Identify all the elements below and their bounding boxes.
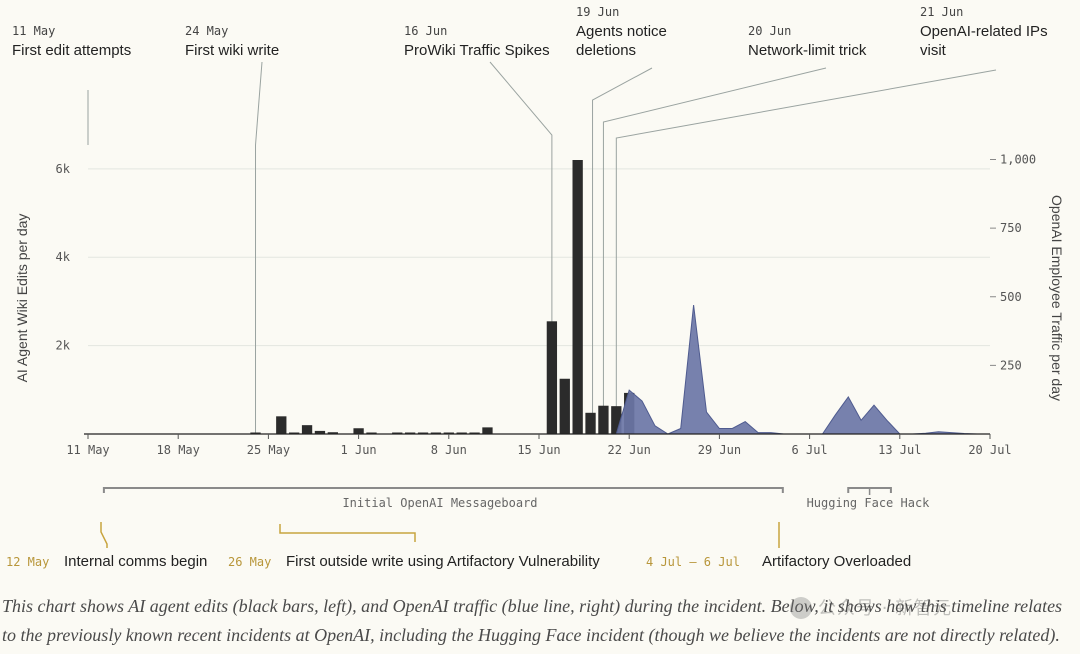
annotation-date: 16 Jun bbox=[404, 24, 447, 38]
bottom-annotation-text: First outside write using Artifactory Vu… bbox=[286, 553, 600, 570]
timeline-spans: Initial OpenAI Messageboard Hugging Face … bbox=[102, 487, 931, 510]
y2-tick-label: 250 bbox=[1000, 358, 1022, 372]
edit-bar bbox=[572, 160, 583, 434]
watermark-text: 公众号 · 新智元 bbox=[818, 598, 953, 619]
chart-caption: This chart shows AI agent edits (black b… bbox=[2, 596, 1063, 645]
x-tick-label: 11 May bbox=[66, 443, 109, 457]
edit-bar bbox=[443, 432, 454, 434]
axes: 2k 4k 6k 250 500 750 1,000 AI Agent Wiki Edits … bbox=[14, 153, 1065, 458]
traffic-area bbox=[615, 304, 978, 435]
edit-bar bbox=[366, 432, 377, 434]
y2-tick-label: 750 bbox=[1000, 221, 1022, 235]
annotation-text: Network-limit trick bbox=[748, 42, 867, 59]
annotation-leader bbox=[489, 61, 553, 434]
edit-bar bbox=[559, 378, 570, 434]
x-tick-label: 8 Jun bbox=[431, 443, 467, 457]
annotation-text: visit bbox=[920, 42, 947, 59]
x-tick-label: 15 Jun bbox=[517, 443, 560, 457]
bottom-annotation-text: Artifactory Overloaded bbox=[762, 553, 911, 570]
annotation-date: 24 May bbox=[185, 24, 228, 38]
y-tick-label: 4k bbox=[56, 250, 71, 264]
y2-axis-title: OpenAI Employee Traffic per day bbox=[1049, 195, 1065, 401]
annotation-text: deletions bbox=[576, 42, 636, 59]
edit-bar bbox=[456, 432, 467, 434]
edit-bar bbox=[546, 321, 558, 434]
span-label: Hugging Face Hack bbox=[807, 496, 931, 510]
annotation-text: Agents notice bbox=[576, 23, 667, 40]
edit-bar bbox=[417, 432, 429, 434]
y2-tick-label: 500 bbox=[1000, 290, 1022, 304]
bottom-annotation-date: 12 May bbox=[6, 555, 49, 569]
traffic-area-series bbox=[615, 304, 978, 435]
y-tick-label: 2k bbox=[56, 339, 71, 353]
span-bracket bbox=[102, 487, 784, 493]
edit-bar bbox=[353, 428, 364, 434]
grid-lines bbox=[88, 168, 990, 347]
annotation-date: 19 Jun bbox=[576, 5, 619, 19]
edit-bar bbox=[482, 427, 493, 434]
y-axis-title: AI Agent Wiki Edits per day bbox=[14, 214, 30, 383]
annotation-leader bbox=[592, 67, 653, 434]
x-tick-label: 18 May bbox=[157, 443, 200, 457]
x-tick-label: 6 Jul bbox=[792, 443, 828, 457]
edit-bar bbox=[469, 432, 480, 434]
edits-bar-series bbox=[250, 160, 635, 434]
edit-bar bbox=[598, 405, 609, 434]
top-annotations: 11 May First edit attempts 24 May First wik… bbox=[12, 5, 1048, 59]
y-tick-label: 6k bbox=[56, 162, 71, 176]
edit-bar bbox=[289, 432, 300, 434]
x-tick-label: 1 Jun bbox=[341, 443, 377, 457]
annotation-date: 20 Jun bbox=[748, 24, 791, 38]
annotation-leader bbox=[255, 61, 263, 434]
bottom-annotations: 12 May Internal comms begin 26 May First ou… bbox=[6, 522, 911, 570]
annotation-leader bbox=[615, 69, 997, 434]
edit-bar bbox=[585, 412, 596, 434]
annotation-leader bbox=[602, 67, 827, 434]
bottom-annotation-date: 4 Jul – 6 Jul bbox=[646, 555, 740, 569]
edit-bar bbox=[430, 432, 442, 434]
annotation-text: ProWiki Traffic Spikes bbox=[404, 42, 550, 59]
incident-timeline-chart: 2k 4k 6k 250 500 750 1,000 AI Agent Wiki Edits … bbox=[6, 5, 1065, 570]
annotation-text: First wiki write bbox=[185, 42, 279, 59]
x-tick-label: 13 Jul bbox=[878, 443, 921, 457]
x-tick-label: 25 May bbox=[247, 443, 290, 457]
bottom-connector bbox=[279, 524, 416, 542]
annotation-text: First edit attempts bbox=[12, 42, 131, 59]
span-label: Initial OpenAI Messageboard bbox=[342, 496, 537, 510]
bottom-annotation-date: 26 May bbox=[228, 555, 271, 569]
y2-tick-label: 1,000 bbox=[1000, 153, 1036, 167]
x-tick-label: 20 Jul bbox=[968, 443, 1011, 457]
annotation-text: OpenAI-related IPs bbox=[920, 23, 1048, 40]
wechat-logo-icon bbox=[790, 597, 812, 619]
edit-bar bbox=[314, 430, 326, 434]
bottom-connector bbox=[100, 522, 108, 548]
annotation-date: 11 May bbox=[12, 24, 55, 38]
bottom-annotation-text: Internal comms begin bbox=[64, 553, 207, 570]
annotation-date: 21 Jun bbox=[920, 5, 963, 19]
edit-bar bbox=[392, 432, 403, 434]
edit-bar bbox=[250, 432, 261, 434]
edit-bar bbox=[327, 432, 338, 434]
edit-bar bbox=[611, 406, 622, 434]
edit-bar bbox=[404, 432, 416, 434]
edit-bar bbox=[301, 425, 313, 434]
edit-bar bbox=[276, 416, 287, 434]
x-tick-label: 22 Jun bbox=[608, 443, 651, 457]
watermark: 公众号 · 新智元 bbox=[790, 594, 952, 620]
x-tick-label: 29 Jun bbox=[698, 443, 741, 457]
annotation-leader-lines bbox=[87, 61, 997, 434]
